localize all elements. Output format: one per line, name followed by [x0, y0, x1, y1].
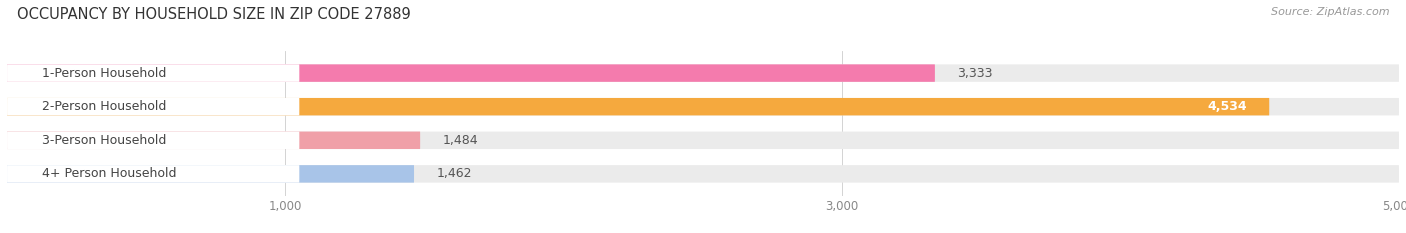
FancyBboxPatch shape: [7, 132, 1399, 149]
Text: 1,462: 1,462: [436, 167, 472, 180]
FancyBboxPatch shape: [7, 165, 299, 183]
Text: 4,534: 4,534: [1208, 100, 1247, 113]
FancyBboxPatch shape: [7, 132, 299, 149]
Text: 2-Person Household: 2-Person Household: [42, 100, 166, 113]
FancyBboxPatch shape: [7, 64, 299, 82]
FancyBboxPatch shape: [7, 64, 935, 82]
Text: Source: ZipAtlas.com: Source: ZipAtlas.com: [1271, 7, 1389, 17]
Text: OCCUPANCY BY HOUSEHOLD SIZE IN ZIP CODE 27889: OCCUPANCY BY HOUSEHOLD SIZE IN ZIP CODE …: [17, 7, 411, 22]
FancyBboxPatch shape: [7, 98, 1399, 115]
Text: 1-Person Household: 1-Person Household: [42, 67, 166, 80]
FancyBboxPatch shape: [7, 98, 299, 115]
Text: 3,333: 3,333: [957, 67, 993, 80]
FancyBboxPatch shape: [7, 132, 420, 149]
FancyBboxPatch shape: [7, 98, 1270, 115]
FancyBboxPatch shape: [7, 165, 1399, 183]
Text: 1,484: 1,484: [443, 134, 478, 147]
Text: 4+ Person Household: 4+ Person Household: [42, 167, 177, 180]
Text: 3-Person Household: 3-Person Household: [42, 134, 166, 147]
FancyBboxPatch shape: [7, 64, 1399, 82]
FancyBboxPatch shape: [7, 165, 413, 183]
